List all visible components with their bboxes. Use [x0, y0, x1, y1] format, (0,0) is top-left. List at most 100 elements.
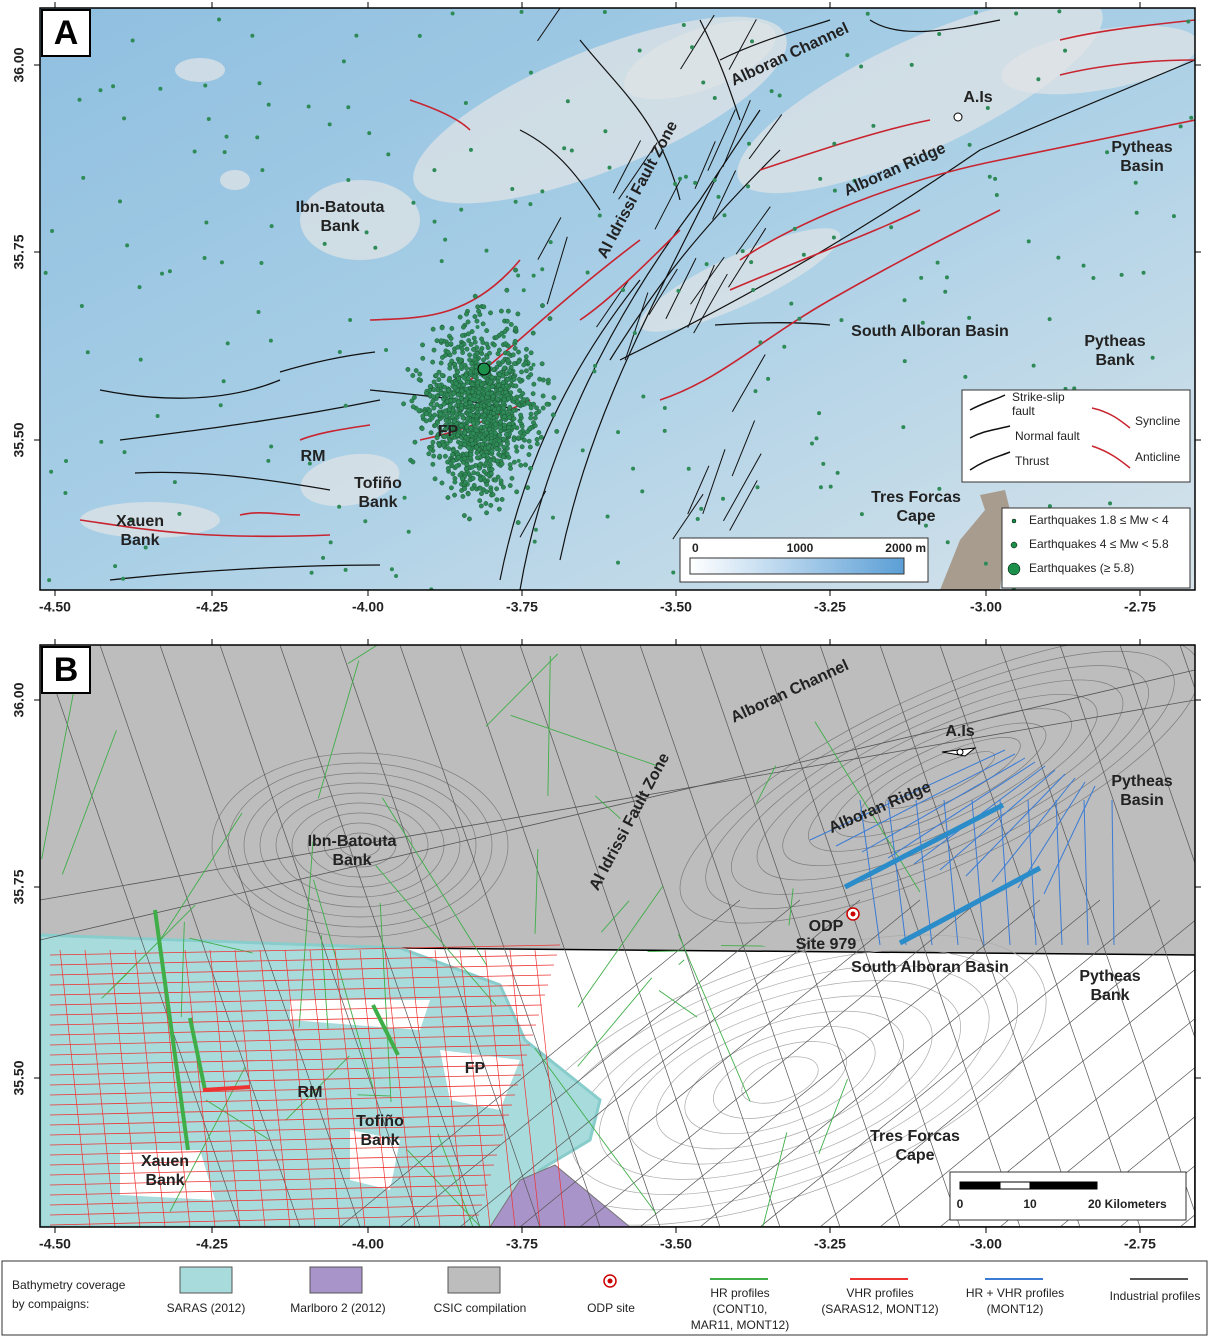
earthquake: [511, 353, 515, 357]
earthquake: [459, 208, 463, 212]
earthquake: [528, 202, 532, 206]
legend-symbol: [608, 1279, 613, 1284]
earthquake: [508, 405, 512, 409]
earthquake: [421, 356, 425, 360]
earthquake: [497, 348, 501, 352]
earthquake: [464, 101, 468, 105]
earthquake: [207, 117, 211, 121]
legend-label: Anticline: [1135, 450, 1181, 464]
earthquake: [819, 485, 823, 489]
earthquake: [721, 497, 725, 501]
earthquake: [255, 135, 259, 139]
earthquake: [531, 331, 535, 335]
earthquake: [535, 442, 539, 446]
earthquake: [337, 505, 341, 509]
earthquake: [453, 385, 457, 389]
legend-label: Strike-slip: [1012, 390, 1065, 404]
place-name: South Alboran Basin: [851, 959, 1009, 976]
earthquake: [517, 359, 521, 363]
earthquake: [518, 413, 522, 417]
earthquake: [486, 391, 490, 395]
earthquake: [528, 466, 532, 470]
earthquake: [406, 367, 410, 371]
earthquake: [250, 34, 254, 38]
scale-segment: [1000, 1182, 1030, 1189]
earthquake: [638, 49, 642, 53]
legend-symbol: [1011, 542, 1017, 548]
earthquake: [511, 408, 515, 412]
earthquake: [431, 327, 435, 331]
legend-symbol: [1012, 519, 1016, 523]
earthquake: [490, 467, 494, 471]
earthquake: [541, 394, 545, 398]
earthquake: [810, 441, 814, 445]
place-label: Normal fault: [1015, 429, 1080, 443]
y-tick-label: 35.50: [11, 1060, 27, 1095]
earthquake: [495, 414, 499, 418]
scale-segment: [1030, 1182, 1097, 1189]
earthquake: [193, 149, 197, 153]
earthquake: [203, 256, 207, 260]
earthquake: [440, 481, 444, 485]
earthquake: [417, 377, 421, 381]
earthquake: [456, 376, 460, 380]
earthquake: [482, 305, 486, 309]
earthquake: [122, 116, 126, 120]
earthquake: [455, 464, 459, 468]
earthquake: [440, 259, 444, 263]
earthquake: [562, 146, 566, 150]
seamount: [220, 170, 250, 190]
earthquake: [967, 316, 971, 320]
place-name: South Alboran Basin: [851, 323, 1009, 340]
island-marker: [954, 113, 962, 121]
earthquake: [756, 485, 760, 489]
earthquake: [219, 403, 223, 407]
earthquake: [522, 397, 526, 401]
earthquake: [451, 11, 455, 15]
place-name: ODP: [809, 918, 844, 935]
panel-letter-text: B: [54, 651, 79, 689]
earthquake: [373, 246, 377, 250]
earthquake: [722, 213, 726, 217]
earthquake: [963, 375, 967, 379]
earthquake: [460, 389, 464, 393]
earthquake: [459, 423, 463, 427]
earthquake: [501, 485, 505, 489]
earthquake: [267, 103, 271, 107]
x-tick-label: -2.75: [1124, 1236, 1156, 1252]
earthquake: [986, 106, 990, 110]
scale-label: 20 Kilometers: [1088, 1197, 1167, 1211]
earthquake: [217, 18, 221, 22]
earthquake: [1105, 150, 1109, 154]
earthquake: [464, 466, 468, 470]
earthquake: [473, 340, 477, 344]
scale-label: 0: [692, 541, 699, 555]
place-name: A.Is: [945, 723, 974, 740]
earthquake: [475, 421, 479, 425]
earthquake: [439, 361, 443, 365]
place-name: Bank: [332, 852, 371, 869]
earthquake: [486, 386, 490, 390]
earthquake: [500, 497, 504, 501]
x-tick-label: -3.00: [970, 1236, 1002, 1252]
earthquake: [782, 345, 786, 349]
y-tick-label: 35.75: [11, 234, 27, 269]
earthquake: [449, 486, 453, 490]
earthquake: [440, 355, 444, 359]
earthquake: [484, 431, 488, 435]
earthquake: [479, 337, 483, 341]
earthquake: [504, 384, 508, 388]
earthquake: [489, 440, 493, 444]
earthquake: [466, 320, 470, 324]
earthquake: [461, 325, 465, 329]
earthquake: [446, 388, 450, 392]
legend: Bathymetry coverageby compaigns:SARAS (2…: [2, 1261, 1207, 1335]
earthquake: [514, 200, 518, 204]
earthquake: [903, 298, 907, 302]
earthquake: [435, 402, 439, 406]
earthquake: [111, 84, 115, 88]
place-label: CSIC compilation: [434, 1301, 527, 1315]
place-name: Basin: [1120, 158, 1164, 175]
earthquake: [506, 377, 510, 381]
earthquake: [493, 422, 497, 426]
